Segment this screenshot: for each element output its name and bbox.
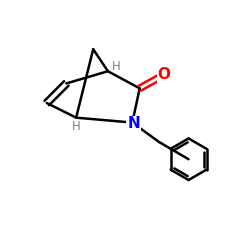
Text: H: H <box>112 60 121 73</box>
Text: N: N <box>127 116 140 131</box>
Text: O: O <box>158 68 170 82</box>
Text: H: H <box>72 120 80 133</box>
